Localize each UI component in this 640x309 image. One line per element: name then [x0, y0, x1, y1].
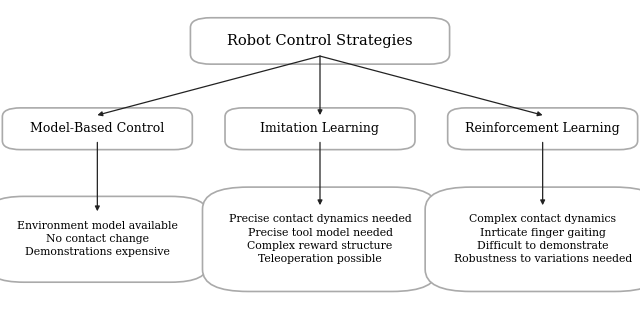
Text: Imitation Learning: Imitation Learning	[260, 122, 380, 135]
FancyBboxPatch shape	[425, 187, 640, 291]
Text: Complex contact dynamics
Inrticate finger gaiting
Difficult to demonstrate
Robus: Complex contact dynamics Inrticate finge…	[454, 214, 632, 264]
Text: Precise contact dynamics needed
Precise tool model needed
Complex reward structu: Precise contact dynamics needed Precise …	[228, 214, 412, 264]
FancyBboxPatch shape	[191, 18, 449, 64]
FancyBboxPatch shape	[0, 197, 208, 282]
Text: Robot Control Strategies: Robot Control Strategies	[227, 34, 413, 48]
Text: Environment model available
No contact change
Demonstrations expensive: Environment model available No contact c…	[17, 221, 178, 257]
Text: Model-Based Control: Model-Based Control	[30, 122, 164, 135]
FancyBboxPatch shape	[3, 108, 193, 150]
FancyBboxPatch shape	[202, 187, 438, 291]
FancyBboxPatch shape	[225, 108, 415, 150]
FancyBboxPatch shape	[447, 108, 637, 150]
Text: Reinforcement Learning: Reinforcement Learning	[465, 122, 620, 135]
